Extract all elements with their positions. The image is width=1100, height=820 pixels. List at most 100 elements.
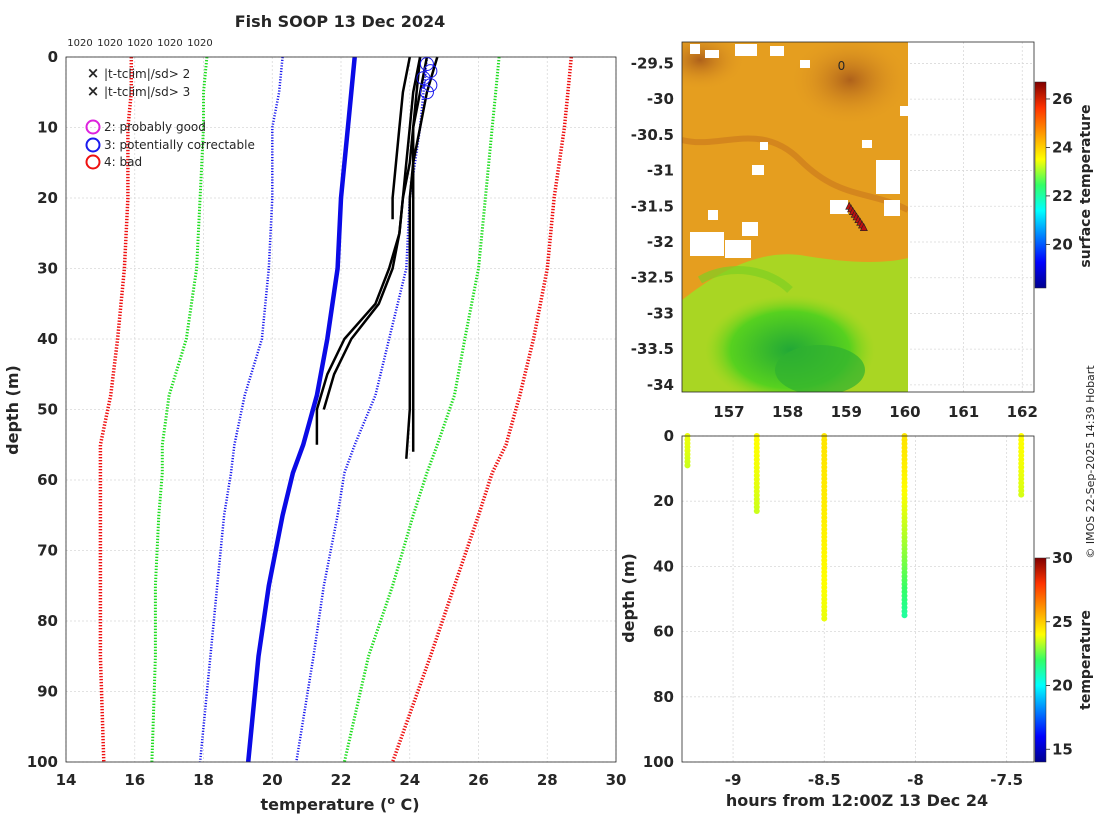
map-frame [681, 41, 1035, 393]
map-x-ticks: 157 158 159 160 161 162 [713, 403, 1038, 421]
sst-colorbar-ticks: 20 22 24 26 [1046, 90, 1073, 253]
map-y-tick-label: -29.5 [631, 54, 674, 72]
flag-marker [423, 78, 438, 93]
x-tick-label: 20 [262, 771, 283, 789]
x-tick-label: 18 [193, 771, 214, 789]
y-tick-label: 100 [27, 753, 58, 771]
ship-track [845, 201, 868, 232]
y-tick-label: 50 [37, 401, 58, 419]
map-x-tick-label: 157 [713, 403, 744, 421]
td-plot-area [682, 436, 1034, 762]
y-tick-label: 30 [37, 260, 58, 278]
climatology-clim-mean [245, 56, 357, 763]
temp-colorbar-ticks: 15 20 25 30 [1046, 549, 1073, 758]
temp-colorbar: 15 20 25 30 temperature [1034, 549, 1094, 763]
sst-colorbar-label: surface temperature [1078, 104, 1094, 267]
profile-chart: 14 16 18 20 22 24 26 28 30 0 10 20 30 40 50 60 70 80 90 10… [3, 48, 626, 814]
time-depth-chart: -9 -8.5 -8 -7.5 0 20 40 60 80 100 hours from 12:… [619, 427, 1094, 810]
climatology-minus-2sd [150, 56, 209, 763]
track-point [859, 223, 868, 232]
y-tick-label: 20 [37, 189, 58, 207]
cloud-gap [830, 200, 848, 214]
profile-x-label: temperature (o C) [260, 794, 419, 815]
map-y-tick-label: -32 [647, 233, 674, 251]
sst-colorbar-bar [1034, 81, 1047, 289]
colorbar-tick-label: 30 [1052, 549, 1073, 567]
temp-colorbar-bar [1034, 557, 1047, 763]
sst-colorbar: 20 22 24 26 surface temperature [1034, 81, 1094, 289]
y-tick-label: 70 [37, 542, 58, 560]
td-y-tick-label: 100 [643, 753, 674, 771]
flag-marker [419, 57, 434, 72]
y-tick-label: 0 [48, 48, 58, 66]
xbt-drop [901, 433, 908, 619]
map-y-tick-label: -31.5 [631, 197, 674, 215]
x-tick-label: 26 [468, 771, 489, 789]
map-y-ticks: -29.5 -30 -30.5 -31 -31.5 -32 -32.5 -33 -33.5 -34 [631, 54, 674, 393]
td-x-tick-label: -9 [725, 771, 742, 789]
colorbar-tick-label: 20 [1052, 677, 1073, 695]
drop-point [821, 615, 828, 622]
legend-item: 2: probably good [85, 119, 206, 135]
temp-colorbar-label: temperature [1078, 610, 1094, 710]
climatology-minus-3sd [98, 57, 134, 763]
xbt-drop [1018, 433, 1025, 498]
legend-circle-marker [85, 137, 101, 153]
colorbar-tick-label: 22 [1052, 187, 1073, 205]
map-y-tick-label: -33.5 [631, 340, 674, 358]
credit: © IMOS 22-Sep-2025 14:39 Hobart [1084, 365, 1097, 559]
cloud-gap [770, 46, 784, 56]
cloud-gap [900, 106, 908, 116]
y-tick-label: 60 [37, 471, 58, 489]
cloud-gap [705, 50, 719, 58]
colorbar-tick-label: 24 [1052, 138, 1073, 156]
profile-5 [411, 56, 422, 452]
clim-label: 1020 [127, 38, 152, 49]
cloud-gap [752, 165, 764, 175]
cloud-gap [735, 44, 757, 56]
legend-label: 3: potentially correctable [104, 138, 255, 152]
cloud-gap [708, 210, 718, 220]
warm-filament [682, 135, 908, 213]
drop-point [753, 507, 760, 514]
xbt-drop [753, 433, 760, 514]
cloud-gaps [690, 44, 908, 258]
td-y-tick-label: 80 [653, 688, 674, 706]
legend-label: 4: bad [104, 155, 142, 169]
y-tick-label: 90 [37, 683, 58, 701]
drop-point [901, 612, 908, 619]
cool-eddy [697, 266, 793, 293]
qc-flags [416, 57, 438, 100]
map-y-tick-label: -31 [647, 162, 674, 180]
colorbar-tick-label: 20 [1052, 235, 1073, 253]
climatology-plus-3sd [390, 56, 574, 763]
xbt-drop [684, 433, 691, 469]
clim-labels: 1020 1020 1020 1020 1020 [67, 38, 212, 49]
map-x-tick-label: 161 [948, 403, 979, 421]
map-x-tick-label: 159 [831, 403, 862, 421]
temperature-profiles [315, 56, 439, 459]
map-x-tick-label: 158 [772, 403, 803, 421]
map-x-tick-label: 160 [889, 403, 920, 421]
cloud-gap [876, 160, 900, 194]
flag-marker [419, 85, 434, 100]
y-tick-label: 80 [37, 612, 58, 630]
td-x-tick-label: -7.5 [990, 771, 1023, 789]
clim-label: 1020 [97, 38, 122, 49]
td-x-tick-label: -8.5 [808, 771, 841, 789]
map-x-tick-label: 162 [1007, 403, 1038, 421]
map-y-tick-label: -32.5 [631, 269, 674, 287]
drop-point [1018, 491, 1025, 498]
cloud-gap [725, 240, 751, 258]
clim-label: 1020 [187, 38, 212, 49]
map-y-tick-label: -30.5 [631, 126, 674, 144]
x-tick-label: 22 [331, 771, 352, 789]
td-x-label: hours from 12:00Z 13 Dec 24 [726, 791, 988, 810]
legend-item: × |t-tclim|/sd> 3 [87, 82, 190, 100]
legend-label: 2: probably good [104, 120, 206, 134]
map-y-tick-label: -34 [647, 376, 674, 394]
td-x-ticks: -9 -8.5 -8 -7.5 [725, 771, 1023, 789]
colorbar-tick-label: 15 [1052, 740, 1073, 758]
legend-x-marker: × [87, 82, 100, 100]
